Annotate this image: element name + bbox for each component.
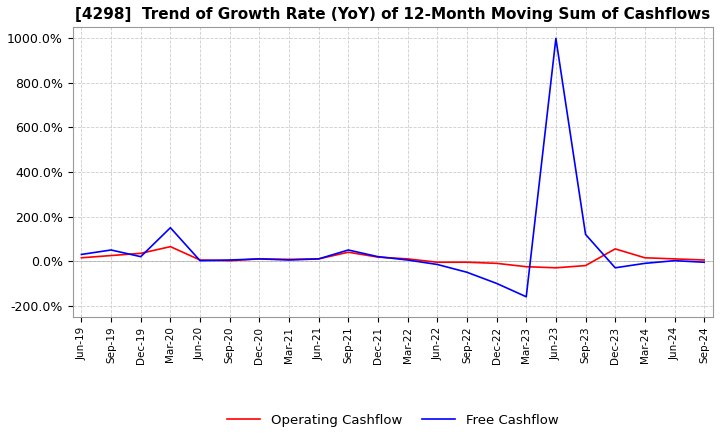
Title: [4298]  Trend of Growth Rate (YoY) of 12-Month Moving Sum of Cashflows: [4298] Trend of Growth Rate (YoY) of 12-… — [75, 7, 711, 22]
Operating Cashflow — [166, 244, 175, 249]
Free Cashflow — [522, 294, 531, 299]
Operating Cashflow — [463, 260, 472, 265]
Operating Cashflow — [196, 257, 204, 263]
Operating Cashflow — [641, 255, 649, 260]
Free Cashflow — [284, 257, 293, 263]
Free Cashflow — [611, 265, 619, 271]
Free Cashflow — [670, 258, 679, 263]
Free Cashflow — [77, 252, 86, 257]
Free Cashflow — [433, 262, 441, 267]
Operating Cashflow — [700, 257, 708, 263]
Operating Cashflow — [670, 256, 679, 261]
Operating Cashflow — [136, 251, 145, 256]
Free Cashflow — [700, 260, 708, 265]
Operating Cashflow — [611, 246, 619, 252]
Line: Operating Cashflow: Operating Cashflow — [81, 247, 704, 268]
Free Cashflow — [492, 281, 501, 286]
Free Cashflow — [552, 36, 560, 41]
Free Cashflow — [463, 270, 472, 275]
Free Cashflow — [196, 258, 204, 263]
Operating Cashflow — [403, 256, 412, 261]
Legend: Operating Cashflow, Free Cashflow: Operating Cashflow, Free Cashflow — [222, 408, 564, 432]
Operating Cashflow — [255, 256, 264, 261]
Operating Cashflow — [315, 256, 323, 261]
Free Cashflow — [374, 254, 382, 259]
Free Cashflow — [166, 225, 175, 231]
Operating Cashflow — [522, 264, 531, 269]
Operating Cashflow — [374, 254, 382, 260]
Line: Free Cashflow: Free Cashflow — [81, 38, 704, 297]
Free Cashflow — [255, 256, 264, 261]
Operating Cashflow — [344, 249, 353, 255]
Operating Cashflow — [225, 258, 234, 263]
Operating Cashflow — [492, 261, 501, 266]
Operating Cashflow — [581, 263, 590, 268]
Free Cashflow — [315, 256, 323, 261]
Operating Cashflow — [284, 257, 293, 262]
Operating Cashflow — [77, 255, 86, 260]
Operating Cashflow — [107, 253, 115, 258]
Operating Cashflow — [433, 260, 441, 265]
Free Cashflow — [581, 232, 590, 237]
Free Cashflow — [225, 257, 234, 263]
Free Cashflow — [107, 247, 115, 253]
Operating Cashflow — [552, 265, 560, 271]
Free Cashflow — [136, 254, 145, 259]
Free Cashflow — [344, 247, 353, 253]
Free Cashflow — [403, 257, 412, 263]
Free Cashflow — [641, 261, 649, 266]
